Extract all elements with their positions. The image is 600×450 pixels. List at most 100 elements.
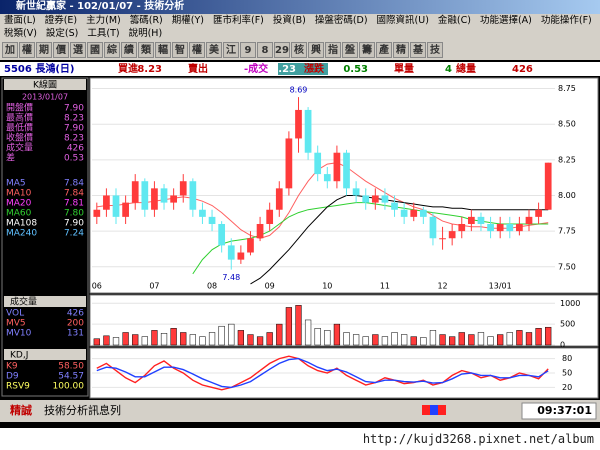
volume-bar: [487, 336, 494, 346]
candle-body: [362, 195, 370, 203]
toolbar-button[interactable]: 加: [2, 42, 18, 58]
volume-bar: [295, 305, 302, 346]
volume-bar: [535, 328, 542, 346]
menu-item[interactable]: 匯市利率(F): [212, 15, 264, 26]
candle-body: [247, 238, 254, 253]
toolbar-button[interactable]: 績: [121, 42, 137, 58]
volume-bar: [468, 334, 475, 346]
quote-bid: 8.23: [137, 64, 162, 75]
toolbar-button[interactable]: 國: [87, 42, 103, 58]
volume-bar: [247, 334, 254, 346]
menu-item[interactable]: 投資(B): [272, 15, 306, 26]
ma-value: 7.81: [64, 199, 84, 209]
panel-value: 7.90: [64, 104, 84, 114]
quote-ask-label: 賣出: [188, 62, 208, 75]
pane-label: MV10: [6, 329, 32, 339]
menu-item[interactable]: 金融(C): [437, 15, 471, 26]
toolbar-button[interactable]: 期: [36, 42, 52, 58]
volume-bar: [372, 334, 379, 346]
menu-item[interactable]: 畫面(L): [4, 15, 36, 26]
toolbar-button[interactable]: 8: [257, 42, 273, 58]
candle-body: [343, 152, 350, 189]
x-tick-label: 13/01: [489, 282, 512, 291]
toolbar-button[interactable]: 價: [53, 42, 69, 58]
candle-body: [103, 195, 110, 210]
x-tick-label: 12: [437, 282, 447, 291]
menu-item[interactable]: 國際資訊(U): [376, 15, 429, 26]
pane-label: VOL: [6, 309, 24, 319]
y-tick-label: 8.00: [558, 191, 576, 200]
candle-body: [122, 202, 129, 217]
menu-bar: 畫面(L) 證券(E) 主力(M) 籌碼(R) 期權(Y) 匯市利率(F) 投資(B) 操盤密…: [0, 14, 600, 27]
toolbar-button[interactable]: 盤: [342, 42, 358, 58]
toolbar-button[interactable]: 綜: [104, 42, 120, 58]
volume-bar: [449, 336, 456, 346]
toolbar-button[interactable]: 籌: [359, 42, 375, 58]
panel-label: 最高價: [6, 112, 33, 124]
volume-bar: [324, 330, 331, 346]
quote-lot-label: 單量: [394, 62, 414, 75]
ma-label: MA10: [6, 189, 32, 199]
x-tick-label: 09: [265, 282, 275, 291]
menu-item[interactable]: 說明(H): [128, 28, 163, 39]
pane-label: K9: [6, 362, 18, 372]
toolbar-button[interactable]: 輻: [155, 42, 171, 58]
candle-body: [266, 209, 274, 224]
volume-bar: [429, 330, 437, 346]
pane-value: 131: [67, 329, 84, 339]
toolbar-button[interactable]: 權: [189, 42, 205, 58]
candle-body: [314, 152, 322, 175]
menu-item[interactable]: 證券(E): [44, 15, 78, 26]
volume-bar: [208, 332, 216, 346]
x-tick-label: 07: [149, 282, 159, 291]
menu-item[interactable]: 功能選擇(A): [479, 15, 532, 26]
toolbar-button[interactable]: 選: [70, 42, 86, 58]
toolbar-button[interactable]: 產: [376, 42, 392, 58]
candle-body: [468, 216, 475, 224]
volume-bar: [420, 337, 427, 346]
volume-bar: [477, 332, 485, 346]
volume-bar: [525, 332, 533, 346]
candle-body: [295, 109, 302, 139]
menu-item[interactable]: 期權(Y): [171, 15, 204, 26]
menu-item[interactable]: 設定(S): [45, 28, 79, 39]
menu-item[interactable]: 主力(M): [86, 15, 121, 26]
toolbar-button[interactable]: 興: [308, 42, 324, 58]
candle-body: [516, 223, 523, 232]
panel-label: 收盤價: [6, 132, 33, 144]
candle-body: [371, 195, 379, 203]
window: 新世紀贏家 - 102/01/07 - 技術分析 畫面(L) 證券(E) 主力(M)…: [0, 0, 600, 428]
candle-body: [151, 188, 158, 210]
candle-body: [487, 223, 494, 232]
toolbar-button[interactable]: 9: [240, 42, 256, 58]
toolbar-button[interactable]: 智: [172, 42, 188, 58]
panel-label: 差: [6, 152, 15, 164]
volume-bar: [122, 332, 129, 346]
toolbar-button[interactable]: 江: [223, 42, 239, 58]
toolbar-button[interactable]: 美: [206, 42, 222, 58]
toolbar-button[interactable]: 核: [291, 42, 307, 58]
menu-item[interactable]: 籌碼(R): [129, 15, 163, 26]
volume-bar: [352, 334, 360, 346]
title-bar: 新世紀贏家 - 102/01/07 - 技術分析: [0, 0, 600, 14]
panel-label: 開盤價: [6, 102, 33, 114]
menu-item[interactable]: 工具(T): [87, 28, 120, 39]
candle-body: [419, 209, 427, 217]
toolbar-button[interactable]: 權: [19, 42, 35, 58]
panel-header: [4, 79, 86, 90]
toolbar-button[interactable]: 基: [410, 42, 426, 58]
line: [250, 195, 549, 285]
toolbar-button[interactable]: 29: [274, 42, 290, 58]
y-tick-label: 0: [560, 341, 565, 350]
toolbar-button[interactable]: 精: [393, 42, 409, 58]
candle-body: [381, 195, 389, 203]
menu-item[interactable]: 功能操作(F): [540, 15, 592, 26]
status-bar: [0, 400, 600, 422]
menu-item[interactable]: 稅類(V): [4, 28, 37, 39]
candle-body: [352, 188, 360, 196]
toolbar-button[interactable]: 技: [427, 42, 443, 58]
toolbar-button[interactable]: 類: [138, 42, 154, 58]
menu-item[interactable]: 操盤密碼(D): [314, 15, 368, 26]
toolbar-button[interactable]: 指: [325, 42, 341, 58]
